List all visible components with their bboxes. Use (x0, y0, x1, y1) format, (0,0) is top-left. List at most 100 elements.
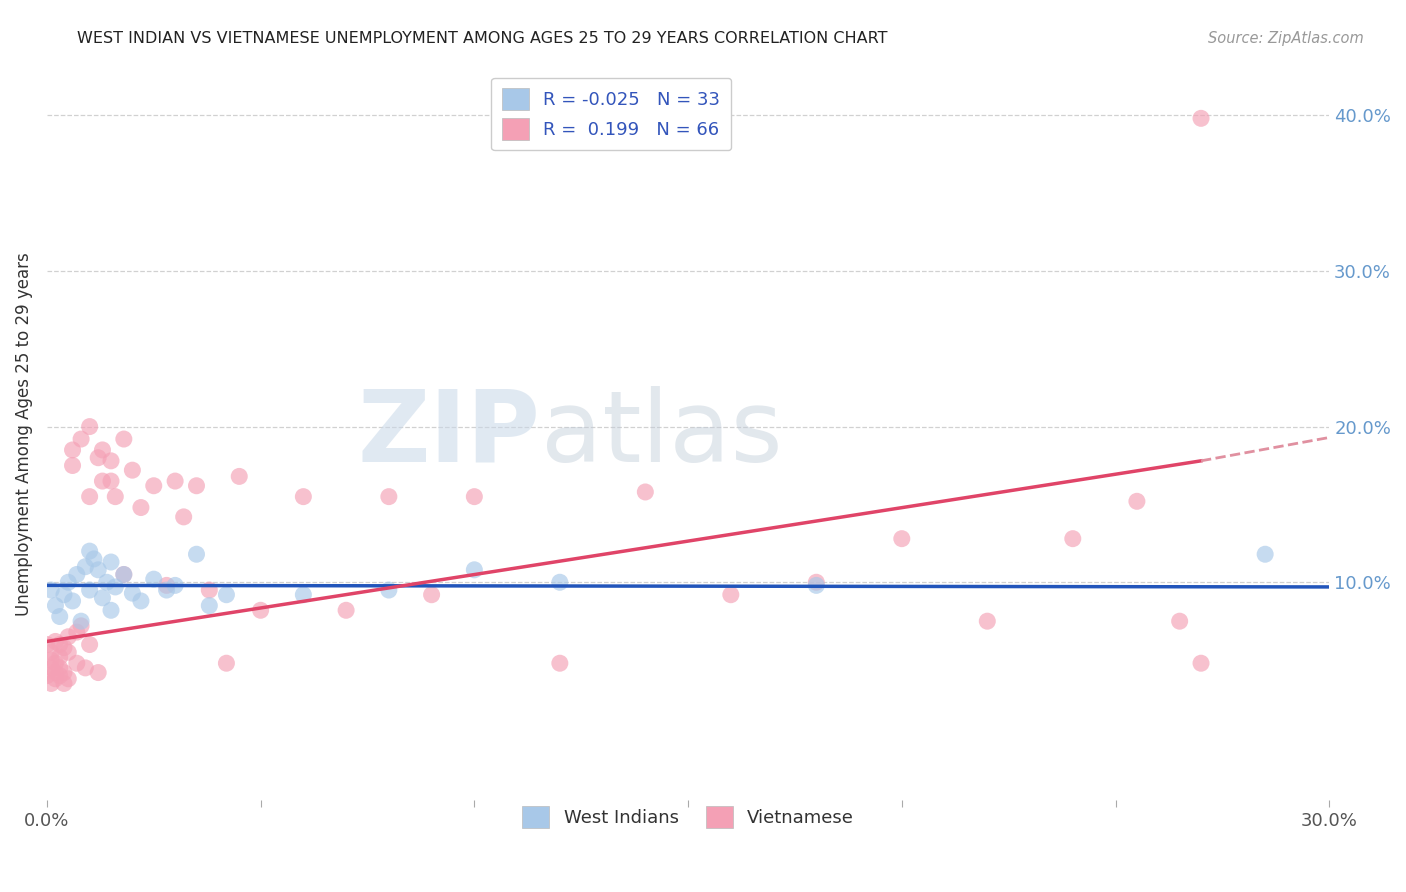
Point (186, 479, 208, 493)
Y-axis label: Unemployment Among Ages 25 to 29 years: Unemployment Among Ages 25 to 29 years (15, 252, 32, 616)
Point (91, 474, 114, 488)
Point (44, 657, 66, 671)
Point (44, 599, 66, 613)
Point (39, 653, 62, 667)
Point (155, 582, 177, 597)
Point (378, 582, 401, 597)
Point (186, 547, 208, 561)
Point (70, 619, 93, 633)
Point (890, 532, 912, 546)
Point (121, 586, 143, 600)
Point (112, 432, 135, 446)
Text: WEST INDIAN VS VIETNAMESE UNEMPLOYMENT AMONG AGES 25 TO 29 YEARS CORRELATION CHA: WEST INDIAN VS VIETNAMESE UNEMPLOYMENT A… (77, 31, 887, 46)
Point (198, 599, 221, 613)
Point (129, 594, 152, 608)
Point (83, 552, 105, 566)
Point (39, 582, 62, 597)
Point (58, 672, 80, 686)
Point (173, 509, 195, 524)
Point (165, 474, 187, 488)
Point (129, 500, 152, 515)
Point (35, 638, 58, 652)
Point (58, 645, 80, 659)
Point (44, 634, 66, 648)
Point (420, 588, 443, 602)
Point (292, 588, 315, 602)
Point (48, 638, 70, 652)
Point (79, 638, 101, 652)
Point (66, 567, 89, 582)
Point (1254, 547, 1277, 561)
Point (62, 458, 84, 473)
Point (100, 474, 122, 488)
Point (142, 572, 165, 586)
Point (58, 630, 80, 644)
Point (155, 578, 177, 592)
Point (35, 668, 58, 682)
Point (100, 555, 122, 569)
Point (53, 665, 76, 680)
Point (1126, 494, 1149, 508)
Point (58, 575, 80, 590)
Point (104, 580, 127, 594)
Point (100, 603, 122, 617)
Point (87, 665, 110, 680)
Point (112, 567, 135, 582)
Point (104, 490, 127, 504)
Point (806, 578, 828, 592)
Point (463, 563, 485, 577)
Point (53, 676, 76, 690)
Point (96, 575, 118, 590)
Point (215, 588, 238, 602)
Point (66, 657, 89, 671)
Point (48, 661, 70, 675)
Point (53, 640, 76, 655)
Point (48, 668, 70, 682)
Point (70, 432, 93, 446)
Point (87, 563, 110, 577)
Point (976, 614, 998, 628)
Point (39, 661, 62, 675)
Point (39, 676, 62, 690)
Point (66, 625, 89, 640)
Point (100, 454, 122, 468)
Point (62, 442, 84, 457)
Point (378, 490, 401, 504)
Point (91, 591, 114, 605)
Point (44, 665, 66, 680)
Point (53, 588, 76, 602)
Point (79, 490, 101, 504)
Point (548, 575, 571, 590)
Point (165, 578, 187, 592)
Point (70, 614, 93, 628)
Point (91, 442, 114, 457)
Text: ZIP: ZIP (357, 386, 540, 483)
Point (62, 594, 84, 608)
Point (79, 582, 101, 597)
Point (112, 567, 135, 582)
Point (1189, 112, 1212, 126)
Point (335, 603, 357, 617)
Point (1062, 532, 1084, 546)
Point (720, 588, 742, 602)
Point (79, 544, 101, 558)
Point (634, 485, 657, 500)
Point (87, 450, 110, 465)
Point (249, 603, 271, 617)
Point (548, 657, 571, 671)
Point (39, 645, 62, 659)
Point (48, 650, 70, 665)
Point (198, 582, 221, 597)
Text: atlas: atlas (540, 386, 782, 483)
Point (1168, 614, 1191, 628)
Point (463, 490, 485, 504)
Point (79, 419, 101, 434)
Point (75, 559, 97, 574)
Point (228, 469, 250, 483)
Point (75, 661, 97, 675)
Point (142, 479, 165, 493)
Point (1189, 657, 1212, 671)
Point (48, 609, 70, 624)
Point (806, 575, 828, 590)
Point (121, 463, 143, 477)
